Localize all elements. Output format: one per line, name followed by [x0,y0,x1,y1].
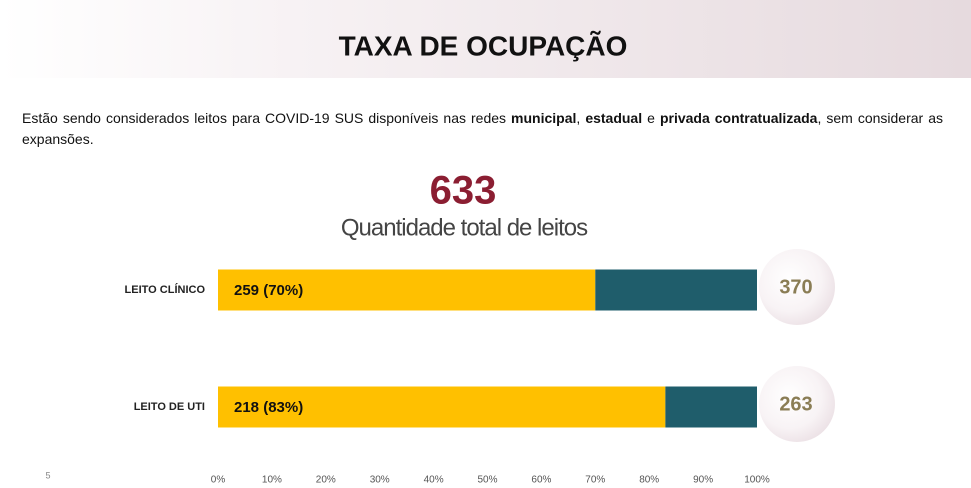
description-segment: privada contratualizada [659,110,818,126]
category-label: LEITO CLÍNICO [125,283,206,296]
total-label: 370 [779,276,812,298]
x-tick-label: 50% [477,475,497,486]
value-label: 259 (70%) [234,282,303,299]
bar-segment [665,386,757,428]
x-tick-label: 80% [639,475,659,486]
description-segment: e [642,110,660,126]
total-badge [759,249,835,325]
total-badge [759,366,835,442]
description: Estão sendo considerados leitos para COV… [22,108,943,150]
value-label: 218 (83%) [234,399,303,416]
header-band [0,0,971,78]
x-tick-label: 10% [262,475,282,486]
bar-segment [218,269,596,311]
x-tick-label: 40% [424,475,444,486]
x-tick-label: 20% [316,475,336,486]
description-segment: , [576,110,586,126]
bar-segment [218,386,666,428]
category-label: LEITO DE UTI [134,401,205,413]
description-segment: Estão sendo considerados leitos para COV… [22,110,512,126]
total-label: 263 [779,393,812,415]
description-segment: , sem considerar as expansões. [22,110,943,147]
subtitle: Quantidade total de leitos [341,214,588,241]
x-tick-label: 100% [744,475,770,486]
page-number: 5 [45,470,50,480]
x-tick-label: 0% [211,475,226,486]
bar-segment [595,269,757,311]
title: TAXA DE OCUPAÇÃO [339,30,628,61]
headline: 633 [430,169,497,213]
x-tick-label: 30% [370,475,390,486]
x-tick-label: 60% [531,475,551,486]
x-tick-label: 70% [585,475,605,486]
description-segment: estadual [585,110,643,126]
description-segment: municipal [511,110,577,126]
x-tick-label: 90% [693,475,713,486]
